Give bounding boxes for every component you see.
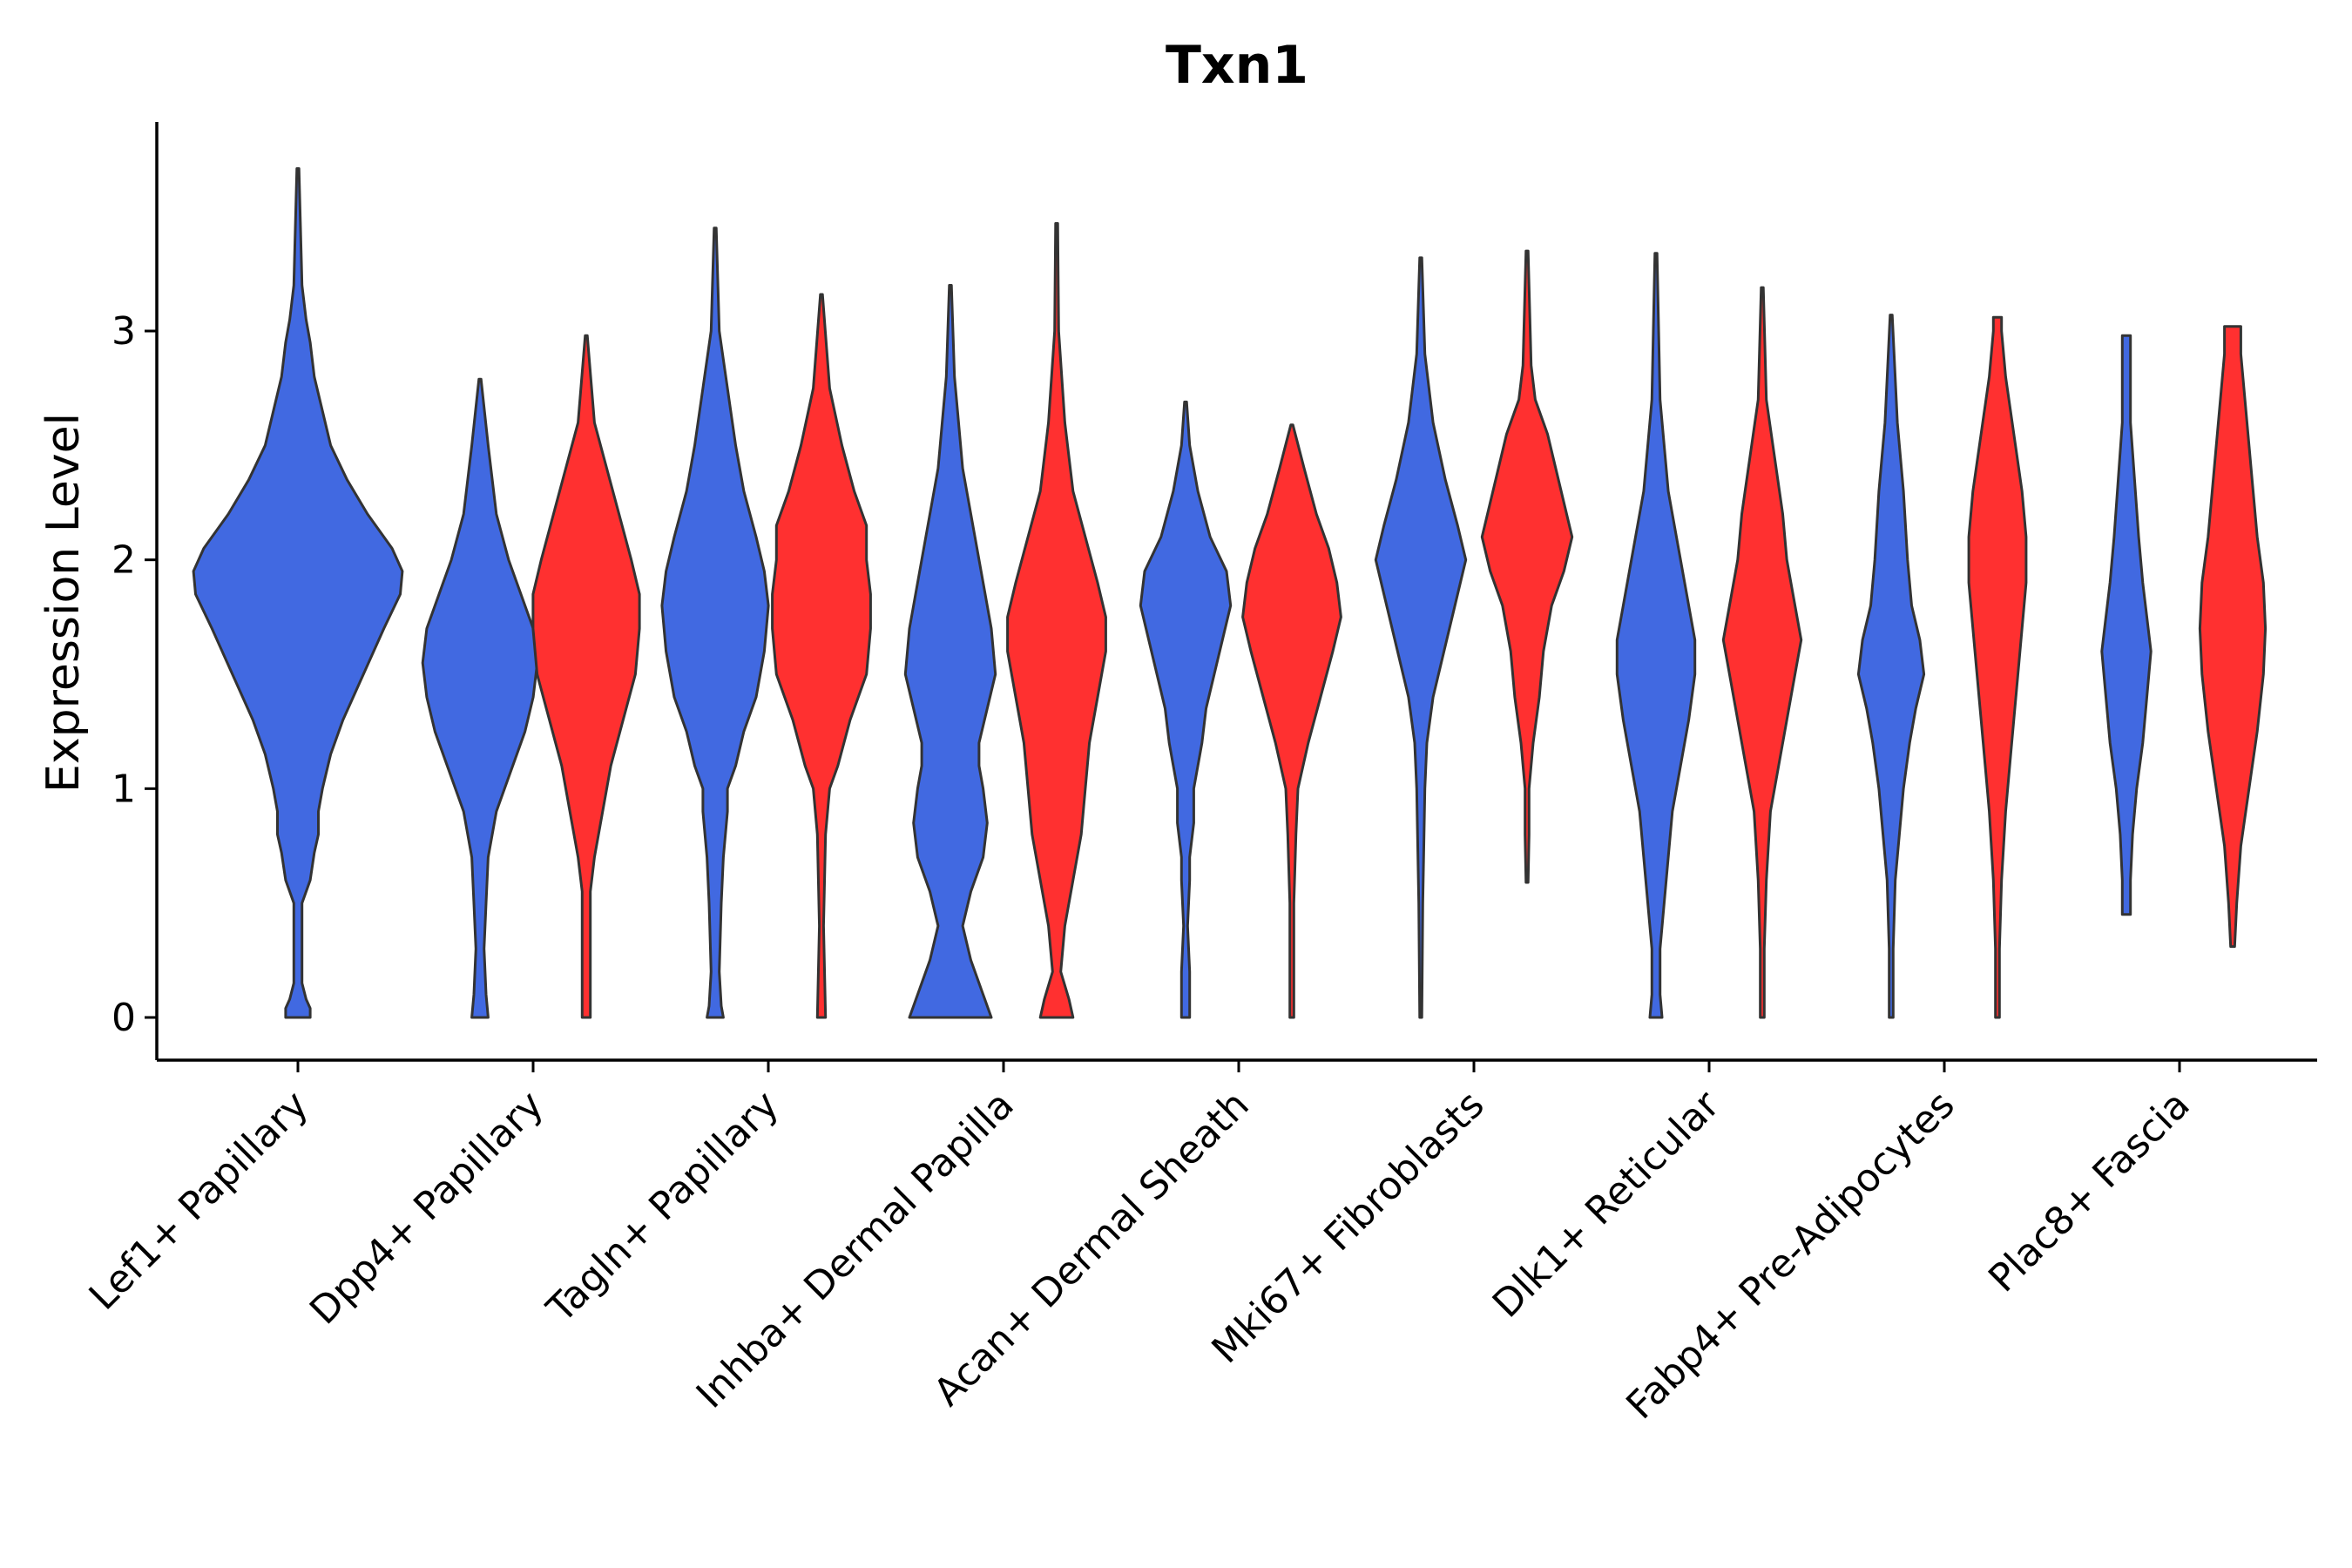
y-tick-label: 0 [112, 996, 136, 1040]
violin-red-4 [1241, 423, 1342, 1019]
violin-red-8 [2198, 325, 2268, 949]
y-tick-label: 1 [112, 767, 136, 811]
y-ticks: 0 1 2 3 [112, 309, 157, 1040]
axes [155, 122, 2317, 1062]
violin-blue-7 [1856, 314, 1926, 1019]
x-tick-label: Dpp4+ Papillary [301, 1083, 552, 1334]
x-tick-label: Dlk1+ Reticular [1484, 1082, 1729, 1327]
violin-blue-4 [1139, 400, 1233, 1019]
violin-red-1 [531, 334, 641, 1019]
violin-blue-3 [903, 284, 997, 1019]
violin-group [192, 167, 2268, 1019]
x-tick-label: Plac8+ Fascia [1980, 1083, 2199, 1301]
y-tick-label: 2 [112, 538, 136, 583]
violin-red-6 [1721, 286, 1803, 1019]
violin-blue-1 [421, 377, 539, 1019]
violin-red-7 [1967, 315, 2028, 1019]
violin-red-3 [1006, 222, 1107, 1019]
violin-red-2 [771, 293, 872, 1019]
x-tick-label: Tagln+ Papillary [538, 1083, 787, 1332]
violin-blue-5 [1374, 256, 1468, 1019]
violin-blue-8 [2100, 334, 2153, 916]
x-tick-label: Lef1+ Papillary [81, 1083, 317, 1319]
x-tick-label: Mki67+ Fibroblasts [1203, 1083, 1492, 1372]
violin-blue-0 [192, 167, 404, 1019]
violin-blue-2 [660, 226, 770, 1019]
violin-red-5 [1480, 249, 1574, 884]
violin-blue-6 [1615, 252, 1697, 1019]
y-axis-label: Expression Level [37, 413, 90, 793]
y-tick-label: 3 [112, 309, 136, 354]
chart-title: Txn1 [1166, 35, 1308, 96]
